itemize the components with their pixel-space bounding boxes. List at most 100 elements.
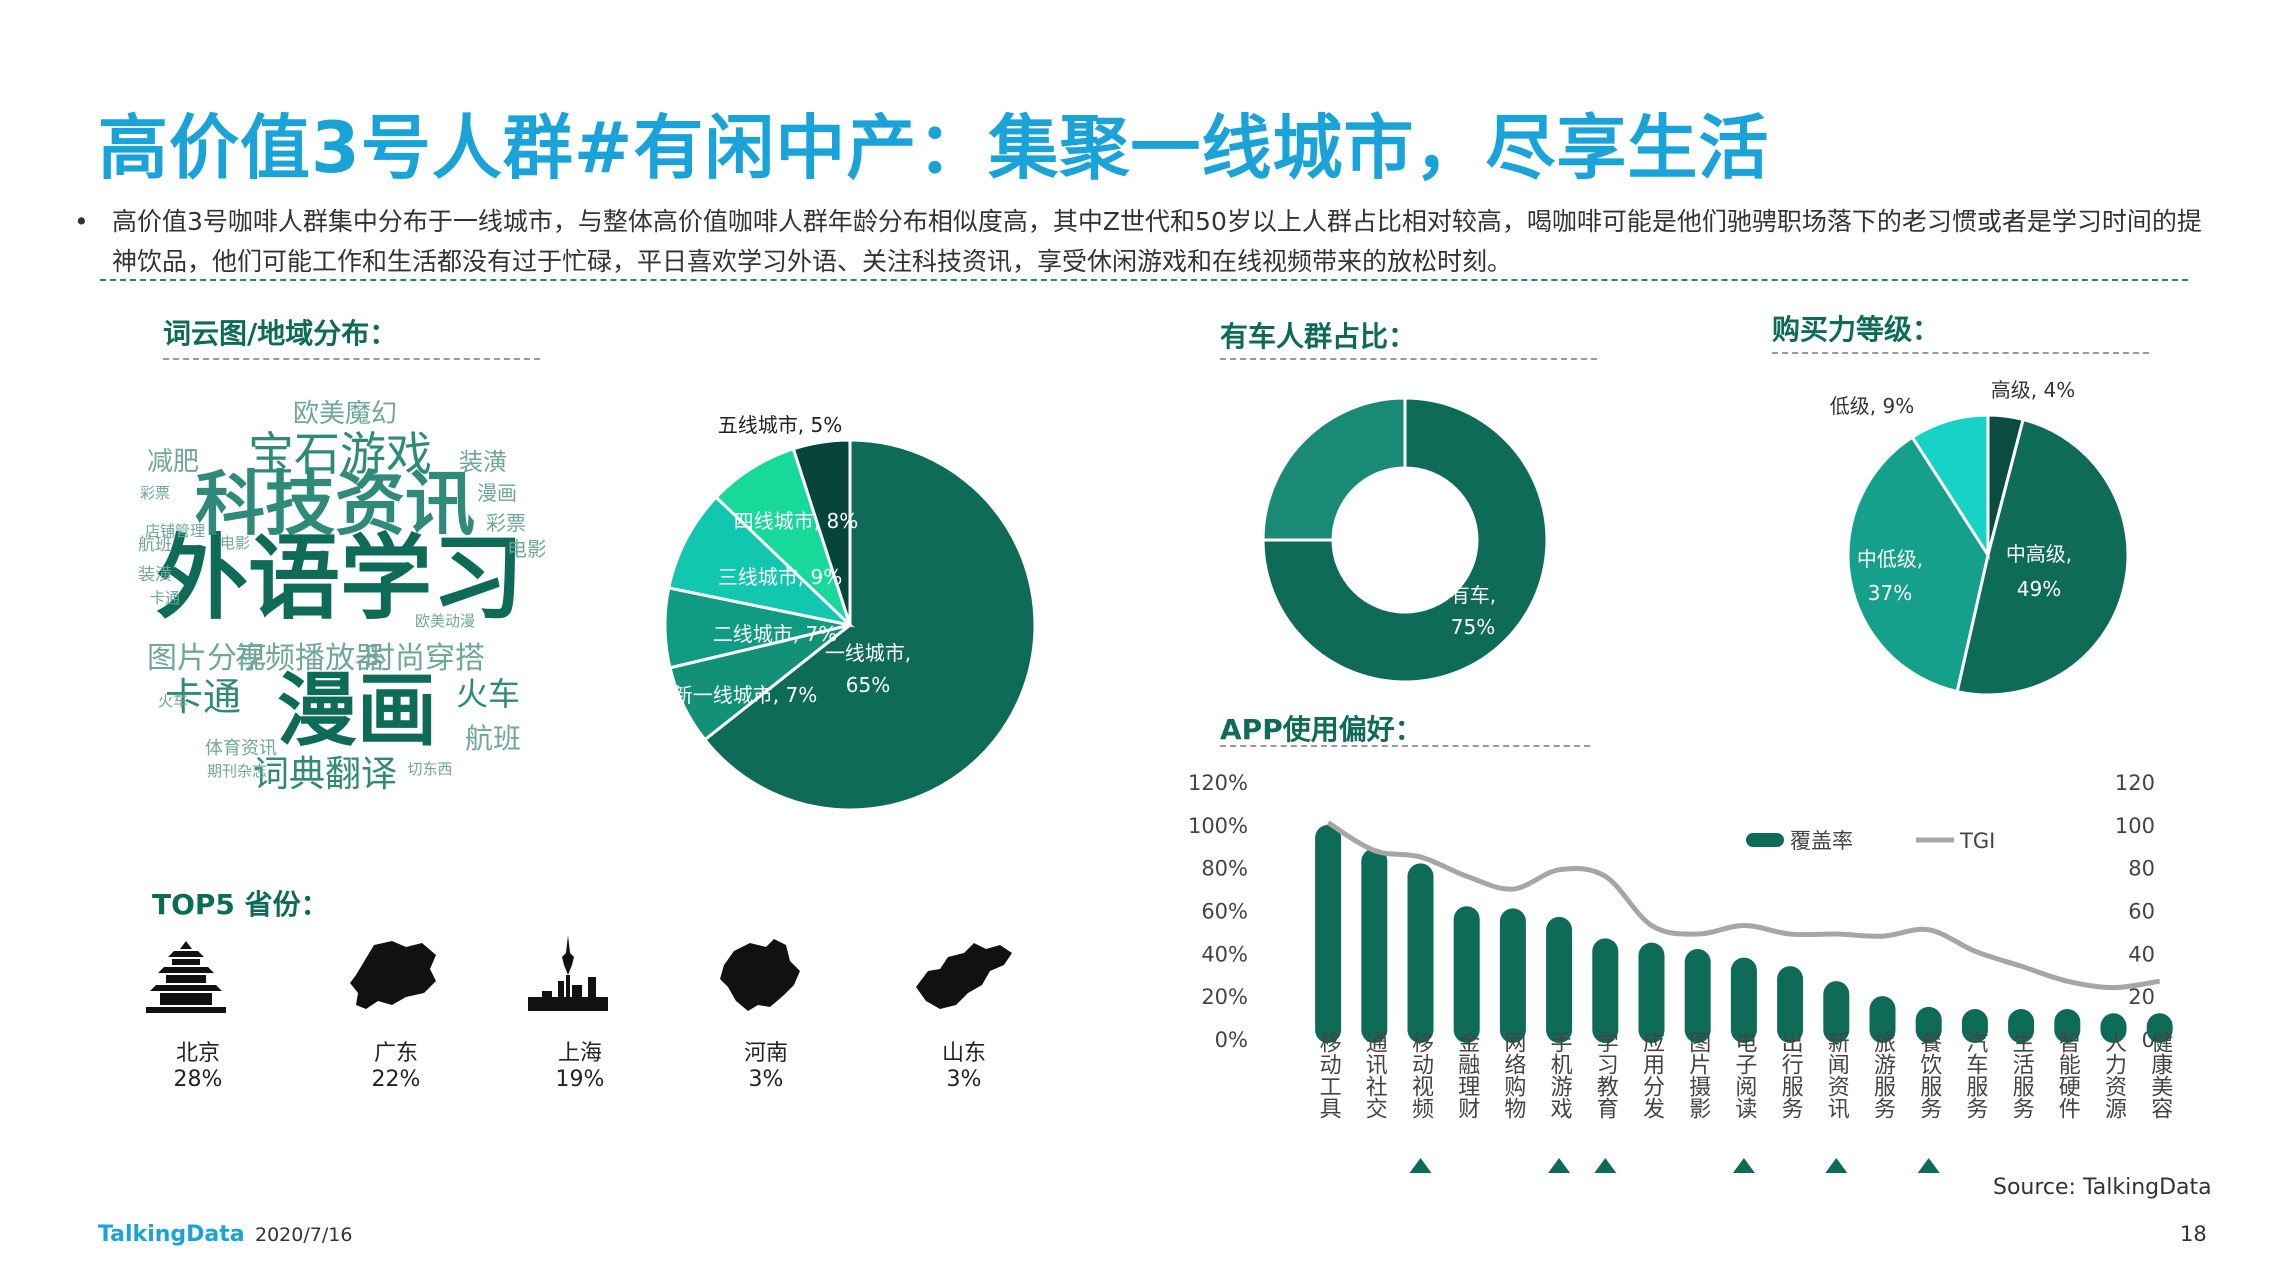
section-title-wordcloud: 词云图/地域分布： [163, 317, 398, 350]
pie-label: 一线城市, [825, 641, 911, 665]
word-cloud-word: 彩票 [486, 511, 526, 535]
bar-人力资源 [2100, 1013, 2127, 1043]
bar-旅游服务 [1869, 996, 1896, 1043]
bar-手机游戏 [1546, 916, 1573, 1043]
province-北京 [143, 935, 253, 1023]
province-name: 广东 [373, 1041, 418, 1066]
bar-新闻资讯 [1823, 981, 1850, 1043]
pie-slice-三线城市 [666, 495, 855, 628]
province-label: 北京 28% [138, 1035, 258, 1092]
x-category-label: 生活服务 [2009, 1031, 2035, 1119]
bullet-symbol: • [74, 207, 89, 236]
x-category-label: 旅游服务 [1870, 1031, 1896, 1119]
x-category-label: 应用分发 [1639, 1031, 1665, 1119]
header-divider [100, 279, 2188, 281]
y-right-tick: 100 [2115, 814, 2155, 838]
summary-text: 高价值3号咖啡人群集中分布于一线城市，与整体高价值咖啡人群年龄分布相似度高，其中… [112, 207, 2202, 276]
province-name: 北京 [175, 1041, 220, 1066]
henan-map-icon [711, 935, 821, 1023]
x-category-label: 人力资源 [2101, 1031, 2127, 1119]
word-cloud-word: 视频播放器 [235, 641, 385, 676]
province-share: 22% [371, 1067, 421, 1092]
guangdong-map-icon [341, 935, 451, 1023]
word-cloud-word: 欧美魔幻 [293, 399, 397, 429]
word-cloud-word: 卡通 [150, 589, 180, 607]
highlight-marker-icon [1594, 1158, 1617, 1173]
bar-网络购物 [1499, 908, 1526, 1043]
pie-label: 四线城市, 8% [734, 509, 858, 533]
legend-bar-label: 覆盖率 [1790, 829, 1853, 853]
pie-label: 中低级, [1857, 547, 1923, 571]
pie-slice-有车 [1261, 396, 1549, 684]
footer-date: 2020/7/16 [255, 1224, 353, 1246]
x-category-label: 手机游戏 [1547, 1031, 1573, 1120]
word-cloud-word: 词典翻译 [253, 754, 397, 795]
y-left-tick: 120% [1188, 771, 1248, 795]
y-left-tick: 40% [1201, 942, 1248, 966]
x-category-label: 移动视频 [1408, 1031, 1434, 1119]
pie-value: 49% [2017, 577, 2061, 601]
page-title: 高价值3号人群#有闲中产：集聚一线城市，尽享生活 [98, 107, 1770, 189]
province-河南 [711, 935, 821, 1023]
pie-slice-四线城市 [714, 446, 852, 627]
province-name: 上海 [557, 1041, 602, 1066]
province-share: 28% [173, 1067, 223, 1092]
x-category-label: 电子阅读 [1731, 1031, 1757, 1119]
x-category-label: 学习教育 [1593, 1031, 1619, 1119]
section-underline [1772, 352, 2149, 354]
section-title-top5: TOP5 省份： [152, 888, 329, 921]
pie-label: 中高级, [2006, 542, 2072, 566]
highlight-marker-icon [1825, 1158, 1848, 1173]
purchasing-power-pie-chart: 高级, 4% 中高级, 49% 中低级, 37% 低级, 9% [1830, 378, 2130, 695]
bar-出行服务 [1777, 966, 1804, 1043]
section-underline [1220, 358, 1597, 360]
section-underline [1220, 745, 1590, 747]
x-category-label: 网络购物 [1500, 1031, 1526, 1119]
city-tier-pie-chart: 一线城市, 65% 新一线城市, 7% 二线城市, 7% 三线城市, 9% 四线城市, 8… [663, 413, 1037, 812]
source-note: Source: TalkingData [1993, 1175, 2212, 1200]
pie-label: 五线城市, 5% [718, 413, 842, 437]
section-underline [163, 358, 540, 360]
province-share: 19% [555, 1067, 605, 1092]
highlight-marker-icon [1548, 1158, 1571, 1173]
x-category-label: 移动工具 [1316, 1031, 1342, 1119]
legend-bar-swatch [1746, 833, 1784, 847]
y-left-tick: 0% [1215, 1028, 1248, 1052]
x-category-label: 汽车服务 [1962, 1031, 1988, 1119]
x-category-label: 金融理财 [1454, 1031, 1480, 1119]
y-left-tick: 100% [1188, 814, 1248, 838]
highlight-marker-icon [1917, 1158, 1940, 1173]
word-cloud-word: 航班 [138, 535, 172, 555]
bar-金融理财 [1453, 906, 1480, 1043]
highlight-marker-icon [1732, 1158, 1755, 1173]
province-share: 3% [748, 1067, 784, 1092]
word-cloud-word: 漫画 [477, 481, 517, 505]
province-label: 河南 3% [706, 1035, 826, 1092]
bar-学习教育 [1592, 938, 1619, 1043]
x-category-label: 智能硬件 [2055, 1031, 2081, 1119]
bar-移动视频 [1407, 863, 1434, 1043]
bar-图片摄影 [1684, 949, 1711, 1043]
shanghai-skyline-icon [525, 935, 635, 1023]
bar-餐饮服务 [1915, 1006, 1942, 1043]
word-cloud-word: 科技资讯 [195, 463, 475, 545]
province-name: 山东 [941, 1041, 986, 1066]
word-cloud-word: 火车 [158, 692, 188, 710]
province-上海 [525, 935, 635, 1023]
word-cloud-word: 彩票 [140, 484, 170, 502]
bar-应用分发 [1638, 942, 1665, 1043]
talkingdata-logo: TalkingData [98, 1222, 245, 1247]
province-share: 3% [946, 1067, 982, 1092]
bar-健康美容 [2146, 1013, 2173, 1043]
pie-slice-中高级 [1955, 417, 2130, 695]
x-category-label: 健康美容 [2147, 1031, 2173, 1119]
bar-生活服务 [2008, 1009, 2035, 1043]
word-cloud-word: 航班 [465, 722, 521, 755]
section-title-purchase: 购买力等级： [1772, 313, 1941, 346]
summary-bullet: • 高价值3号咖啡人群集中分布于一线城市，与整体高价值咖啡人群年龄分布相似度高，… [74, 202, 2202, 282]
legend-line-label: TGI [1959, 829, 1995, 853]
bar-移动工具 [1315, 824, 1342, 1043]
x-category-label: 出行服务 [1778, 1031, 1804, 1119]
y-left-tick: 60% [1201, 900, 1248, 924]
